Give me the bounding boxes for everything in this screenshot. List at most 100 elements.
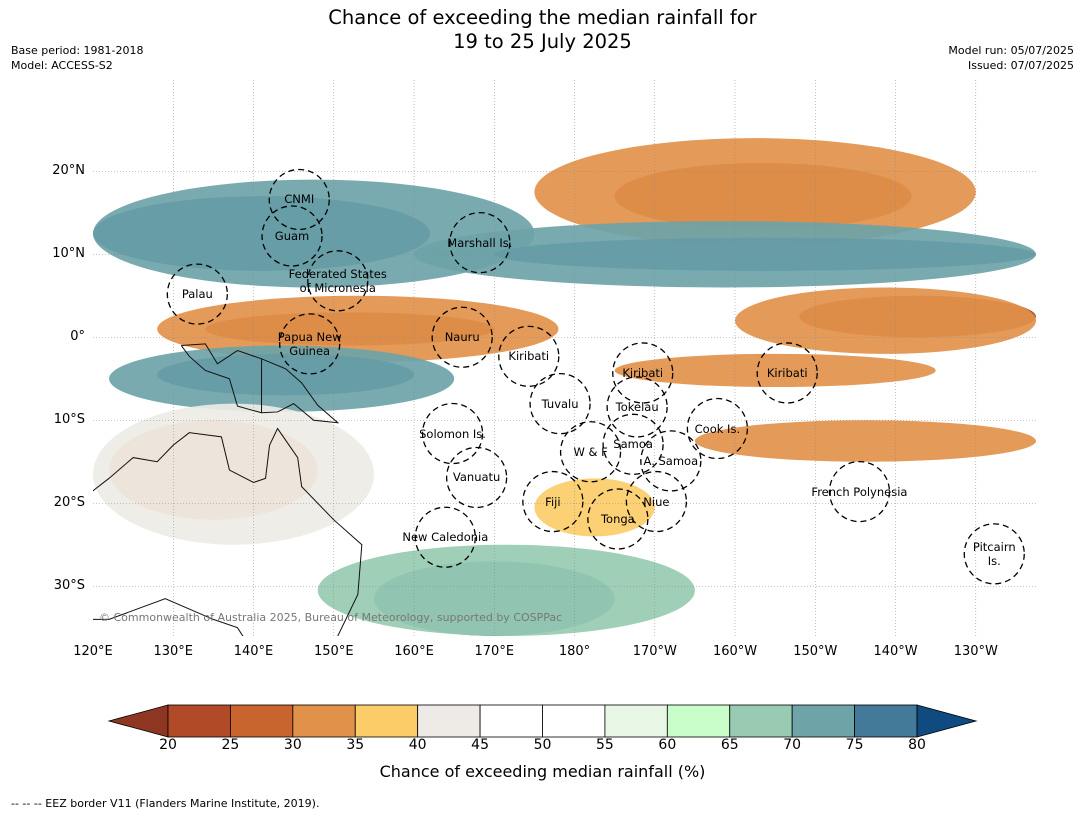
chart-title: Chance of exceeding the median rainfall … (0, 6, 1085, 54)
eez-border (498, 325, 560, 387)
meta-right: Model run: 05/07/2025 Issued: 07/07/2025 (948, 43, 1074, 73)
colorbar-tick-label: 45 (471, 737, 489, 753)
title-line-2: 19 to 25 July 2025 (453, 30, 632, 53)
lon-tick-label: 120°E (73, 644, 113, 659)
lon-tick-label: 150°W (793, 644, 838, 659)
colorbar-tick-label: 55 (595, 737, 614, 753)
place-label: Tokelau (615, 399, 659, 414)
place-label: French Polynesia (811, 484, 908, 499)
eez-footnote: -- -- -- EEZ border V11 (Flanders Marine… (11, 797, 320, 810)
place-label: A. Samoa (643, 453, 699, 468)
colorbar-over-arrow (916, 704, 978, 738)
place-label: New Caledonia (402, 530, 489, 545)
place-label: Pitcairn Is. (972, 539, 1016, 568)
eez-border (279, 313, 341, 375)
place-label: Cook Is. (694, 421, 741, 436)
lon-tick-label: 170°W (632, 644, 677, 659)
base-period: Base period: 1981-2018 (11, 44, 144, 57)
lon-tick-label: 140°W (873, 644, 918, 659)
lat-tick-label: 0° (70, 329, 85, 345)
colorbar-segment (666, 704, 731, 738)
lat-tick-label: 10°S (53, 412, 85, 428)
lon-tick-label: 130°E (153, 644, 194, 659)
eez-border (559, 421, 622, 483)
colorbar-segment (292, 704, 356, 738)
eez-border (449, 212, 511, 274)
copyright-notice: © Commonwealth of Australia 2025, Bureau… (99, 611, 563, 624)
colorbar-segment (854, 704, 918, 738)
colorbar-tick-label: 60 (658, 737, 677, 753)
colorbar-tick-label: 30 (283, 737, 302, 753)
colorbar-tick-label: 75 (845, 737, 864, 753)
eez-border (756, 342, 818, 404)
place-label: Tonga (600, 511, 635, 526)
place-label: Guam (274, 229, 310, 243)
eez-border (587, 488, 649, 550)
eez-border (414, 506, 476, 568)
eez-border (166, 263, 228, 325)
place-label: W & F (573, 444, 608, 459)
rainfall-band-north-east-pacific-dry-edge (534, 138, 976, 246)
eez-border (625, 470, 688, 533)
place-label: Nauru (444, 330, 480, 345)
eez-border (522, 470, 584, 533)
place-label: Samoa (613, 437, 653, 452)
issued-date: Issued: 07/07/2025 (967, 59, 1074, 72)
coastline (180, 343, 263, 414)
model-name: Model: ACCESS-S2 (11, 59, 113, 72)
eez-border (431, 306, 493, 368)
colorbar-segment (604, 704, 668, 738)
eez-border (640, 430, 702, 492)
lon-tick-label: 150°E (314, 644, 354, 659)
coastline (93, 427, 363, 636)
lon-tick-label: 180° (558, 644, 591, 659)
model-run: Model run: 05/07/2025 (948, 44, 1074, 57)
map-canvas (93, 80, 1036, 636)
colorbar-tick-label: 65 (720, 737, 739, 753)
rainfall-band-equatorial-dry-west-edge (157, 295, 559, 363)
lat-tick-label: 30°S (53, 578, 85, 594)
lat-tick-label: 20°N (52, 163, 85, 179)
place-label: Kiribati (766, 365, 808, 380)
lon-tick-label: 160°E (394, 644, 434, 659)
colorbar-tick-label: 80 (908, 737, 926, 753)
place-label: Solomon Is. (419, 426, 486, 441)
colorbar-segment (230, 704, 294, 738)
rainfall-band-central-pacific-dry (614, 353, 936, 388)
lon-tick-label: 170°E (474, 644, 515, 659)
place-label: Federated States of Micronesia (288, 266, 387, 295)
lat-tick-label: 10°N (52, 246, 85, 262)
place-label: Marshall Is. (447, 235, 513, 250)
coastline (261, 358, 340, 424)
place-label: Fiji (545, 494, 561, 509)
eez-border (612, 342, 674, 404)
eez-border (307, 250, 369, 312)
rainfall-band-australia-dry-edge (93, 403, 374, 545)
colorbar-segment (354, 704, 419, 738)
rainfall-band-fiji-dry (534, 478, 655, 537)
colorbar-under-arrow (107, 704, 169, 738)
title-line-1: Chance of exceeding the median rainfall … (328, 6, 757, 29)
place-label: Tuvalu (541, 396, 579, 411)
eez-border (606, 376, 668, 438)
colorbar-tick-label: 70 (783, 737, 802, 753)
place-label: CNMI (284, 192, 315, 207)
colorbar-segment (417, 704, 481, 738)
place-label: Vanuatu (452, 470, 501, 485)
eez-border (261, 205, 323, 267)
rainfall-band-south-pacific-dry (694, 420, 1036, 462)
eez-border (686, 397, 749, 460)
colorbar-tick-label: 20 (159, 737, 177, 753)
eez-border (602, 413, 664, 475)
lon-tick-label: 130°W (953, 644, 998, 659)
place-label: Niue (643, 494, 670, 509)
place-label: Papua New Guinea (277, 329, 342, 358)
colorbar-tick-label: 40 (408, 737, 427, 753)
colorbar-tick-label: 50 (533, 737, 552, 753)
colorbar-segment (729, 704, 793, 738)
lon-tick-label: 140°E (233, 644, 274, 659)
eez-border (421, 402, 484, 465)
eez-border (529, 372, 591, 435)
place-label: Kiribati (622, 365, 664, 380)
colorbar-title: Chance of exceeding median rainfall (%) (379, 762, 706, 781)
